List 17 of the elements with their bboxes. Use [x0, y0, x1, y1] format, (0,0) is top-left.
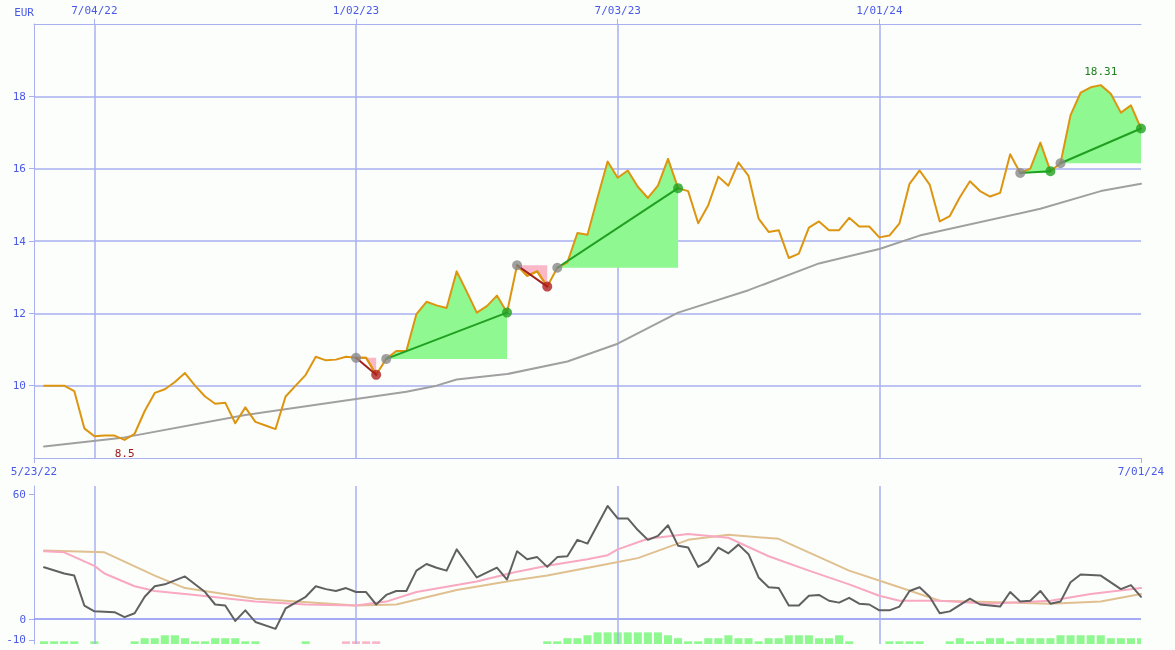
x2-tick-label: 1/01/24 — [856, 4, 903, 17]
y-tick-label: 0 — [19, 612, 26, 626]
y-tick-label: 10 — [12, 379, 26, 393]
x2-tick-label: 7/04/22 — [71, 4, 118, 17]
annotation: 8.5 — [114, 446, 135, 460]
y-tick-label: 60 — [12, 487, 26, 501]
annotation: 18.31 — [1084, 65, 1118, 79]
x2-tick-label: 1/02/23 — [332, 4, 380, 17]
y-tick-label: 12 — [12, 306, 26, 320]
x-tick-label: 5/23/22 — [10, 465, 58, 478]
x2-tick-label: 7/03/23 — [594, 4, 641, 17]
y-tick-label: -10 — [6, 633, 26, 647]
y-tick-label: 18 — [12, 89, 26, 103]
y-tick-label: 16 — [12, 162, 26, 176]
y-tick-label: 14 — [12, 234, 27, 248]
x-tick-label: 7/01/24 — [1117, 465, 1165, 478]
y-axis-title: EUR — [14, 6, 35, 19]
